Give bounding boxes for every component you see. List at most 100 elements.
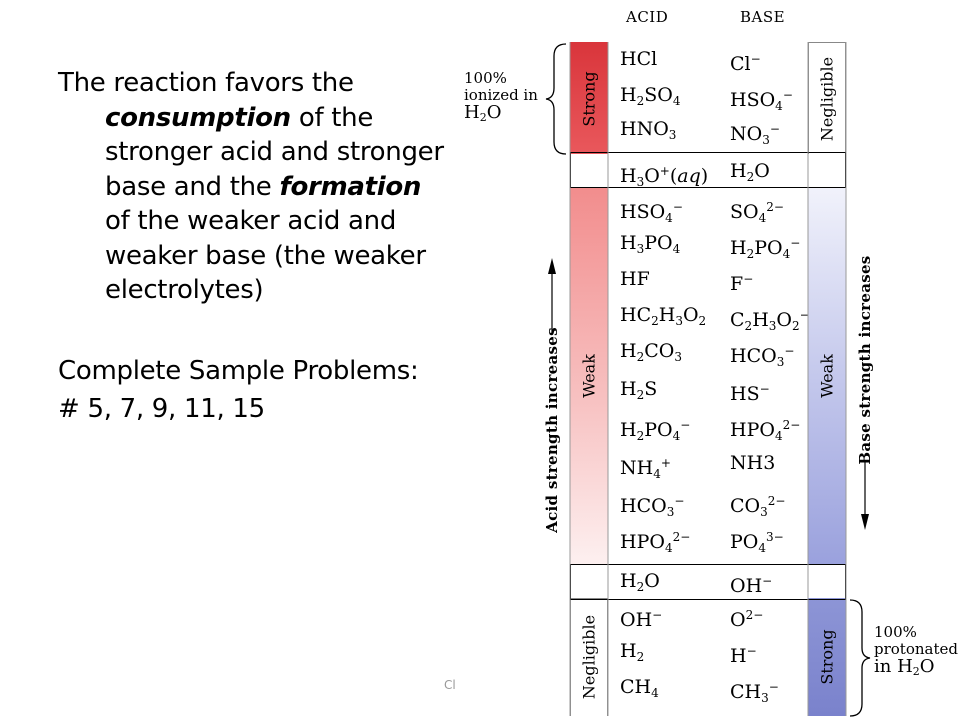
base-formula-part: Cl — [730, 53, 751, 75]
acid-formula-part: 2 — [636, 429, 645, 443]
top-brace — [545, 43, 567, 155]
strong-base-band — [808, 598, 846, 716]
text-run: of the stronger acid and stronger base a… — [105, 102, 444, 202]
base-formula-part: HCO — [730, 345, 777, 367]
base-formula-part: O — [776, 309, 792, 331]
acid-formula-part: SO — [644, 84, 673, 106]
base-column-header: BASE — [740, 8, 786, 26]
footer-text: Cl — [444, 678, 456, 692]
acid-formula: HPO42− — [620, 526, 690, 559]
note-line: protonated — [874, 640, 958, 658]
acid-formula-part: 2 — [636, 650, 645, 664]
acid-formula-part: HSO — [620, 201, 666, 223]
acid-formula: HCl — [620, 48, 657, 70]
acid-formula: HNO3 — [620, 118, 676, 146]
acid-formula: H3O+(aq) — [620, 160, 708, 193]
base-formula-part: − — [750, 52, 761, 66]
acid-base-strength-table: ACID BASE Strong Weak Negligible Negligi… — [450, 0, 960, 720]
base-formula-part: SO — [730, 201, 759, 223]
base-formula-part: HSO — [730, 89, 776, 111]
base-formula-part: − — [769, 122, 780, 136]
note-line: 100% — [874, 623, 917, 641]
base-formula-part: NO — [730, 123, 763, 145]
text-run: of the weaker acid and weaker base (the … — [105, 206, 426, 305]
base-formula-part: HS — [730, 383, 760, 405]
acid-formula-part: 3 — [666, 505, 675, 519]
acid-formula-part: H — [620, 232, 637, 254]
base-formula-part: − — [782, 88, 793, 102]
base-formula-part: F — [730, 273, 744, 295]
base-formula-part: − — [799, 308, 810, 322]
base-formula-part: 2 — [791, 319, 800, 333]
acid-formula-part: H — [620, 84, 637, 106]
acid-formula-part: H — [620, 570, 637, 592]
acid-formula-part: HCO — [620, 495, 667, 517]
base-formula-part: 4 — [775, 99, 783, 113]
acid-formula-part: CH — [620, 676, 652, 698]
acid-formula-part: + — [660, 456, 671, 470]
acid-formula-part: O — [644, 570, 660, 592]
acid-formula-part: H — [620, 165, 637, 187]
acid-formula-part: O — [682, 304, 699, 326]
note-line: O — [486, 102, 502, 123]
acid-formula-part: − — [680, 418, 691, 432]
base-formula-part: 3 — [768, 319, 777, 333]
acid-formula-part: CO — [644, 340, 675, 362]
acid-formula: H2 — [620, 640, 644, 668]
base-formula: SO42− — [730, 196, 784, 229]
base-formula: Cl− — [730, 48, 761, 75]
base-formula: HS− — [730, 378, 770, 405]
acid-formula-part: H — [658, 304, 676, 326]
note-sub: 2 — [912, 665, 920, 678]
acid-formula-part: H — [620, 340, 637, 362]
base-formula-part: − — [743, 272, 754, 286]
base-formula-part: − — [762, 574, 773, 588]
base-formula-part: − — [790, 236, 801, 250]
acid-formula: HCO3− — [620, 490, 684, 523]
acid-formula-part: 4 — [665, 211, 673, 225]
base-formula-part: 4 — [758, 211, 767, 225]
base-formula: C2H3O2− — [730, 304, 810, 337]
acid-formula-part: H — [620, 378, 637, 400]
base-formula: H2O — [730, 160, 770, 188]
base-formula-part: O — [730, 609, 746, 631]
acid-formula-part: 2 — [636, 580, 645, 594]
base-formula-part: 3 — [776, 355, 785, 369]
emphasis-formation: formation — [279, 171, 422, 202]
note-line: 100% — [464, 69, 507, 87]
base-formula-part: − — [759, 382, 770, 396]
acid-formula-part: 3 — [675, 314, 683, 328]
acid-formula-part: − — [674, 494, 685, 508]
base-formula-part: O — [754, 160, 770, 182]
base-formula: HPO42− — [730, 414, 800, 447]
base-formula-part: OH — [730, 575, 763, 597]
acid-formula: H3PO4 — [620, 232, 680, 260]
acid-formula-part: 3 — [636, 242, 645, 256]
text-run: The reaction favors the — [58, 68, 354, 98]
note-line: in H — [874, 656, 913, 677]
base-formula: PO43− — [730, 526, 784, 559]
note-sub: 2 — [479, 111, 487, 124]
base-formula: O2− — [730, 604, 763, 631]
acid-formula: H2SO4 — [620, 84, 680, 112]
base-formula: F− — [730, 268, 753, 295]
acid-formula-part: PO — [644, 232, 673, 254]
base-formula-part: 2 — [746, 170, 755, 184]
acid-formula: HF — [620, 268, 650, 290]
acid-formula-part: 4 — [664, 541, 673, 555]
acid-formula-part: 4 — [651, 686, 659, 700]
base-formula-part: CH — [730, 681, 762, 703]
acid-formula: CH4 — [620, 676, 659, 704]
base-formula: H2PO4− — [730, 232, 800, 265]
base-formula-part: 2 — [744, 319, 753, 333]
acid-formula-part: 4 — [672, 242, 681, 256]
base-formula: H− — [730, 640, 757, 667]
acid-formula: H2O — [620, 570, 660, 598]
acid-formula-part: − — [652, 608, 663, 622]
base-formula-part: PO — [730, 531, 759, 553]
slide-text: The reaction favors the consumption of t… — [58, 66, 448, 427]
emphasis-consumption: consumption — [105, 102, 291, 133]
acid-formula-part: 2− — [672, 530, 691, 544]
acid-arrow-head — [548, 258, 556, 274]
acid-formula-part: NH — [620, 457, 654, 479]
